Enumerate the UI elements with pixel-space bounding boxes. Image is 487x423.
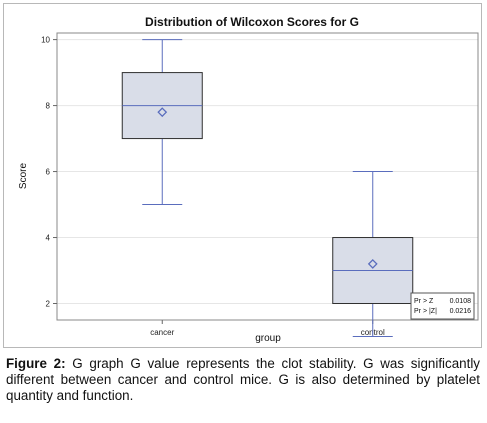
y-tick-label-4: 10 <box>41 36 50 45</box>
y-tick-label-0: 2 <box>46 300 51 309</box>
caption-label: Figure 2: <box>6 356 66 371</box>
caption-text: G graph G value represents the clot stab… <box>6 356 481 403</box>
mean-marker-control <box>367 259 378 269</box>
figure-caption: Figure 2: G graph G value represents the… <box>6 356 480 404</box>
inset-label-1: Pr > |Z| <box>414 308 437 315</box>
box-plot: Distribution of Wilcoxon Scores for G 2 4… <box>18 15 479 344</box>
box-control <box>332 171 414 337</box>
y-tick-label-1: 4 <box>46 234 51 243</box>
stats-inset: Pr > Z 0.0108 Pr > |Z| 0.0216 <box>410 292 475 320</box>
mean-marker-cancer <box>157 107 168 118</box>
chart-title: Distribution of Wilcoxon Scores for G <box>145 15 359 29</box>
y-tick-label-3: 8 <box>46 102 51 111</box>
figure-frame: Distribution of Wilcoxon Scores for G 2 4… <box>3 3 482 348</box>
box-cancer <box>121 39 203 206</box>
y-axis-title: Score <box>18 163 29 190</box>
y-tick-label-2: 6 <box>46 168 51 177</box>
stats-inset-box <box>410 292 475 320</box>
inset-value-1: 0.0216 <box>450 308 472 315</box>
inset-value-0: 0.0108 <box>450 298 472 305</box>
x-axis-title: group <box>255 333 281 344</box>
x-tick-label-cancer: cancer <box>150 328 174 337</box>
plot-frame <box>56 32 479 321</box>
inset-label-0: Pr > Z <box>414 298 434 305</box>
